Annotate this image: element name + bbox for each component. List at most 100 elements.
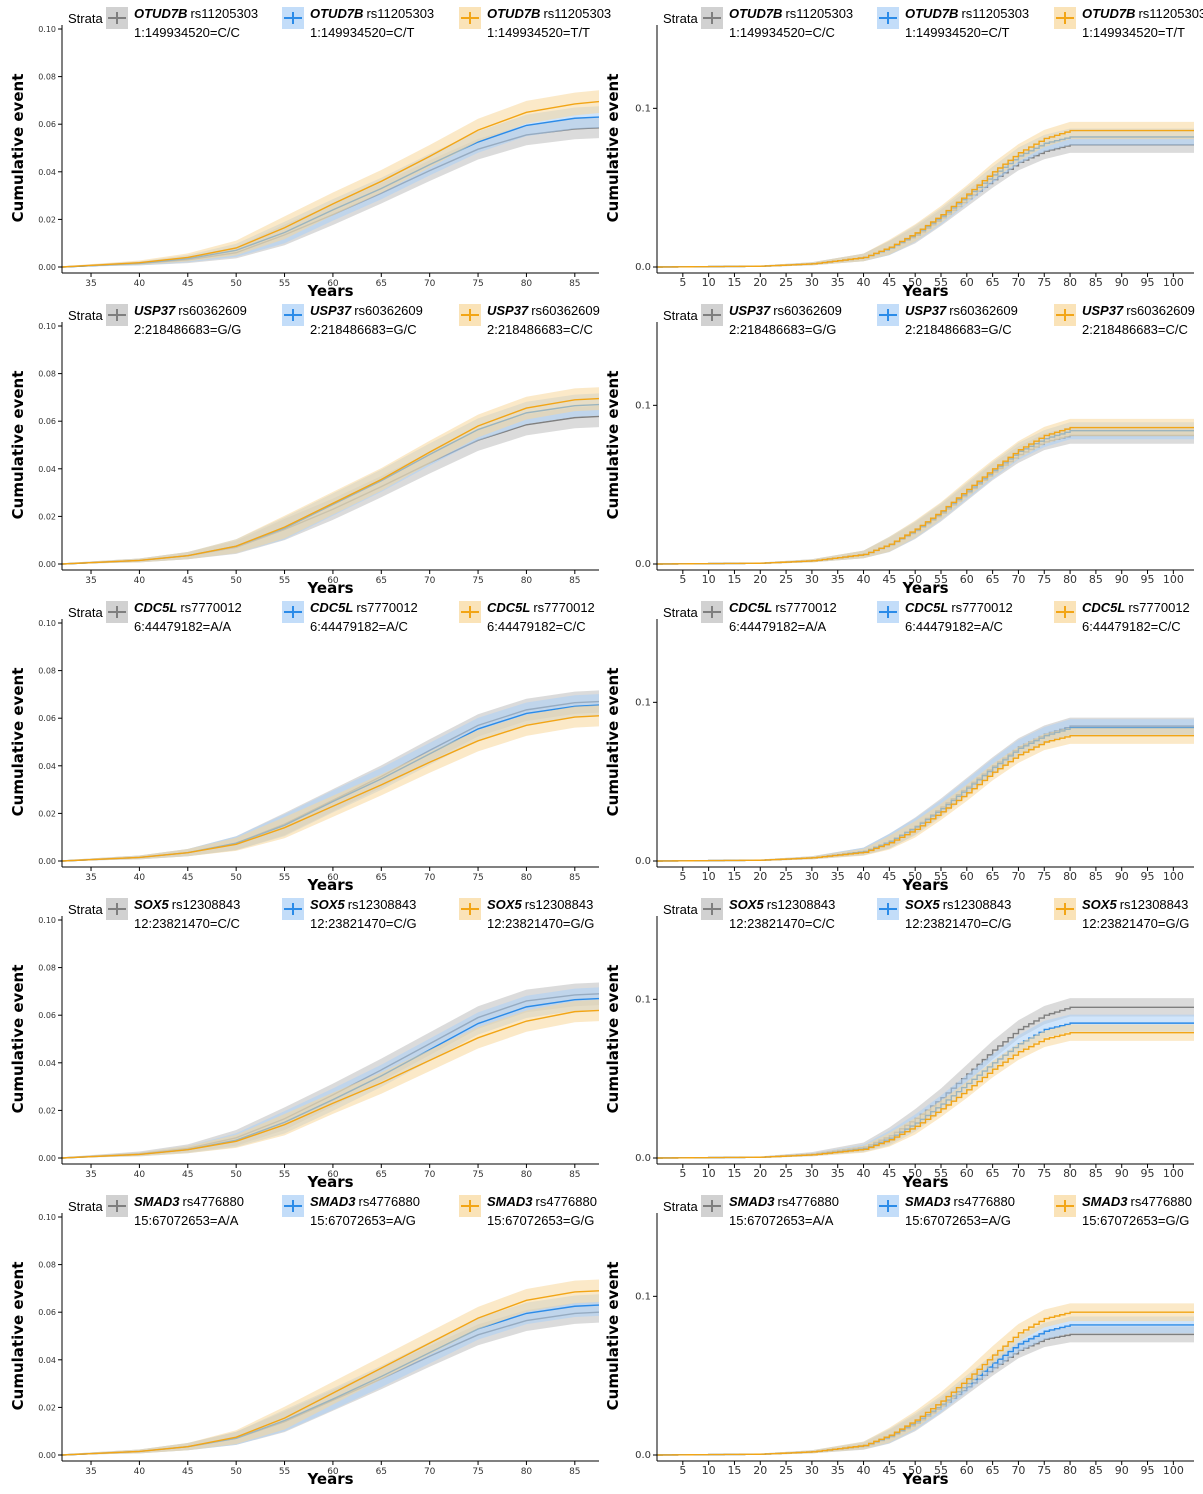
x-axis-title: Years	[901, 1470, 948, 1488]
x-tick-label: 75	[1037, 870, 1051, 883]
x-tick-label: 70	[424, 1467, 436, 1477]
legend-snp: rs11205303	[543, 6, 611, 21]
x-tick-label: 80	[1063, 573, 1077, 586]
x-tick-label: 95	[1141, 276, 1155, 289]
legend-snp: rs12308843	[172, 897, 241, 912]
ci-band-orange	[62, 1279, 599, 1455]
legend-snp: rs7770012	[1128, 600, 1189, 615]
x-tick-label: 85	[569, 279, 580, 289]
x-tick-label: 35	[831, 1167, 845, 1180]
x-tick-label: 55	[934, 1167, 948, 1180]
legend-label: USP37 rs60362609	[134, 303, 247, 318]
x-tick-label: 45	[882, 276, 896, 289]
y-axis-title: Cumulative event	[9, 1262, 27, 1411]
legend-genotype: 1:149934520=T/T	[487, 25, 590, 40]
x-tick-label: 80	[521, 279, 533, 289]
legend-gene: USP37	[1082, 303, 1124, 318]
legend-label: CDC5L rs7770012	[310, 600, 418, 615]
y-tick-label: 0.06	[38, 1011, 56, 1020]
legend-snp: rs60362609	[354, 303, 423, 318]
legend-title: Strata	[68, 1199, 103, 1214]
legend-snp: rs12308843	[943, 897, 1012, 912]
x-tick-label: 55	[934, 870, 948, 883]
x-tick-label: 60	[960, 870, 974, 883]
x-tick-label: 35	[85, 1467, 96, 1477]
series-line-orange	[61, 1009, 600, 1159]
legend-label: SOX5 rs12308843	[1082, 897, 1188, 912]
x-tick-label: 55	[934, 276, 948, 289]
legend-genotype: 2:218486683=G/C	[310, 322, 417, 337]
x-tick-label: 85	[569, 1170, 580, 1180]
x-tick-label: 15	[727, 1464, 741, 1477]
x-tick-label: 45	[882, 870, 896, 883]
x-tick-label: 100	[1163, 1167, 1184, 1180]
x-tick-label: 65	[376, 873, 387, 883]
x-tick-label: 75	[1037, 276, 1051, 289]
y-tick-label: 0.00	[38, 1154, 56, 1163]
x-tick-label: 40	[134, 873, 146, 883]
legend-gene: CDC5L	[310, 600, 353, 615]
legend-label: SOX5 rs12308843	[487, 897, 593, 912]
x-tick-label: 75	[472, 1467, 483, 1477]
series-line-orange	[61, 1290, 600, 1456]
series-line-blue	[657, 1324, 1194, 1456]
legend-genotype: 6:44479182=A/C	[905, 619, 1003, 634]
x-axis-title: Years	[901, 1173, 948, 1191]
chart-sox5-age: 0.00 0.02 0.04 0.06 0.08 0.10 35 40 45 50 55 60 65 70…	[9, 897, 600, 1191]
legend-title: Strata	[663, 308, 698, 323]
legend-snp: rs60362609	[949, 303, 1018, 318]
legend-gene: SMAD3	[729, 1194, 775, 1209]
x-axis-title: Years	[306, 579, 353, 597]
x-tick-label: 75	[1037, 573, 1051, 586]
legend-snp: rs60362609	[773, 303, 842, 318]
x-tick-label: 50	[230, 873, 242, 883]
x-tick-label: 85	[1089, 870, 1103, 883]
legend-label: USP37 rs60362609	[729, 303, 842, 318]
legend-genotype: 6:44479182=C/C	[1082, 619, 1181, 634]
legend-genotype: 1:149934520=C/C	[729, 25, 835, 40]
x-tick-label: 90	[1115, 1167, 1129, 1180]
x-tick-label: 20	[753, 276, 767, 289]
legend-snp: rs7770012	[533, 600, 594, 615]
legend-gene: CDC5L	[905, 600, 948, 615]
x-tick-label: 30	[805, 870, 819, 883]
chart-sox5-followup: 0.0 0.1 5 10 15 20 25 30 35 40 45 50 55 60 65 70 75 80 85 9…	[604, 897, 1194, 1191]
legend-snp: rs11205303	[1138, 6, 1203, 21]
y-tick-label: 0.1	[635, 400, 651, 411]
legend-genotype: 1:149934520=T/T	[1082, 25, 1185, 40]
ci-band-orange	[62, 90, 599, 268]
y-tick-label: 0.0	[635, 856, 651, 867]
x-tick-label: 50	[908, 276, 922, 289]
y-tick-label: 0.04	[38, 1356, 56, 1365]
x-tick-label: 40	[134, 1170, 146, 1180]
legend-label: SOX5 rs12308843	[905, 897, 1011, 912]
series-line-blue	[657, 136, 1194, 268]
y-tick-label: 0.02	[38, 512, 56, 521]
x-tick-label: 60	[960, 276, 974, 289]
x-tick-label: 20	[753, 573, 767, 586]
legend-label: CDC5L rs7770012	[729, 600, 837, 615]
x-tick-label: 70	[1011, 573, 1025, 586]
x-tick-label: 55	[279, 1170, 290, 1180]
x-tick-label: 40	[857, 1167, 871, 1180]
x-tick-label: 90	[1115, 573, 1129, 586]
legend-gene: SOX5	[1082, 897, 1117, 912]
x-tick-label: 65	[986, 1464, 1000, 1477]
y-tick-label: 0.04	[38, 762, 56, 771]
x-tick-label: 65	[986, 870, 1000, 883]
chart-cdc5l-followup: 0.0 0.1 5 10 15 20 25 30 35 40 45 50 55 60 65 70 75 80 85 9…	[604, 600, 1194, 894]
series-line-grey	[657, 725, 1194, 862]
legend-snp: rs7770012	[951, 600, 1012, 615]
y-axis-title: Cumulative event	[9, 668, 27, 817]
ci-band-orange	[657, 418, 1194, 564]
x-tick-label: 50	[908, 1167, 922, 1180]
y-axis-title: Cumulative event	[604, 371, 622, 520]
x-tick-label: 65	[376, 279, 387, 289]
legend-genotype: 12:23821470=C/G	[905, 916, 1012, 931]
y-tick-label: 0.10	[38, 322, 56, 331]
y-tick-label: 0.00	[38, 263, 56, 272]
x-tick-label: 45	[182, 576, 193, 586]
x-tick-label: 80	[1063, 1167, 1077, 1180]
legend-genotype: 1:149934520=C/T	[310, 25, 415, 40]
chart-otud7b-followup: 0.0 0.1 5 10 15 20 25 30 35 40 45 50 55 60 65 70 75 80 85 9…	[604, 6, 1203, 300]
